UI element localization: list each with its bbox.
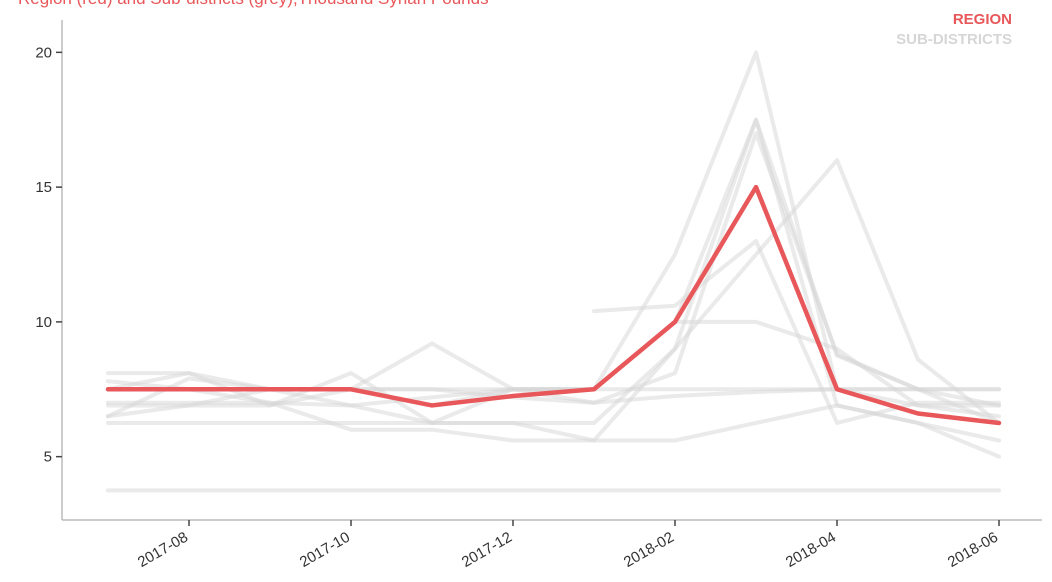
- region-line: [105, 184, 1002, 426]
- legend-label: REGION: [953, 11, 1012, 28]
- y-tick-label: 10: [35, 314, 52, 331]
- legend-label: SUB-DISTRICTS: [896, 31, 1012, 48]
- sub-district-line: [106, 158, 1001, 443]
- x-tick-label: 2018-04: [783, 529, 839, 571]
- x-tick-label: 2018-02: [621, 529, 677, 571]
- chart-title: Region (red) and Sub-districts (grey),Th…: [18, 0, 489, 8]
- y-tick-label: 15: [35, 179, 52, 196]
- x-tick-label: 2017-10: [297, 529, 353, 571]
- sub-district-line: [106, 371, 1001, 459]
- x-tick-label: 2018-06: [945, 529, 1001, 571]
- x-tick-label: 2017-08: [135, 529, 191, 571]
- sub-district-line: [106, 117, 1001, 425]
- sub-district-line: [106, 387, 1001, 408]
- x-tick-label: 2017-12: [459, 529, 515, 571]
- sub-district-line: [106, 131, 1001, 425]
- y-tick-label: 20: [35, 44, 52, 61]
- sub-district-line: [592, 239, 1001, 425]
- y-tick-label: 5: [44, 449, 52, 466]
